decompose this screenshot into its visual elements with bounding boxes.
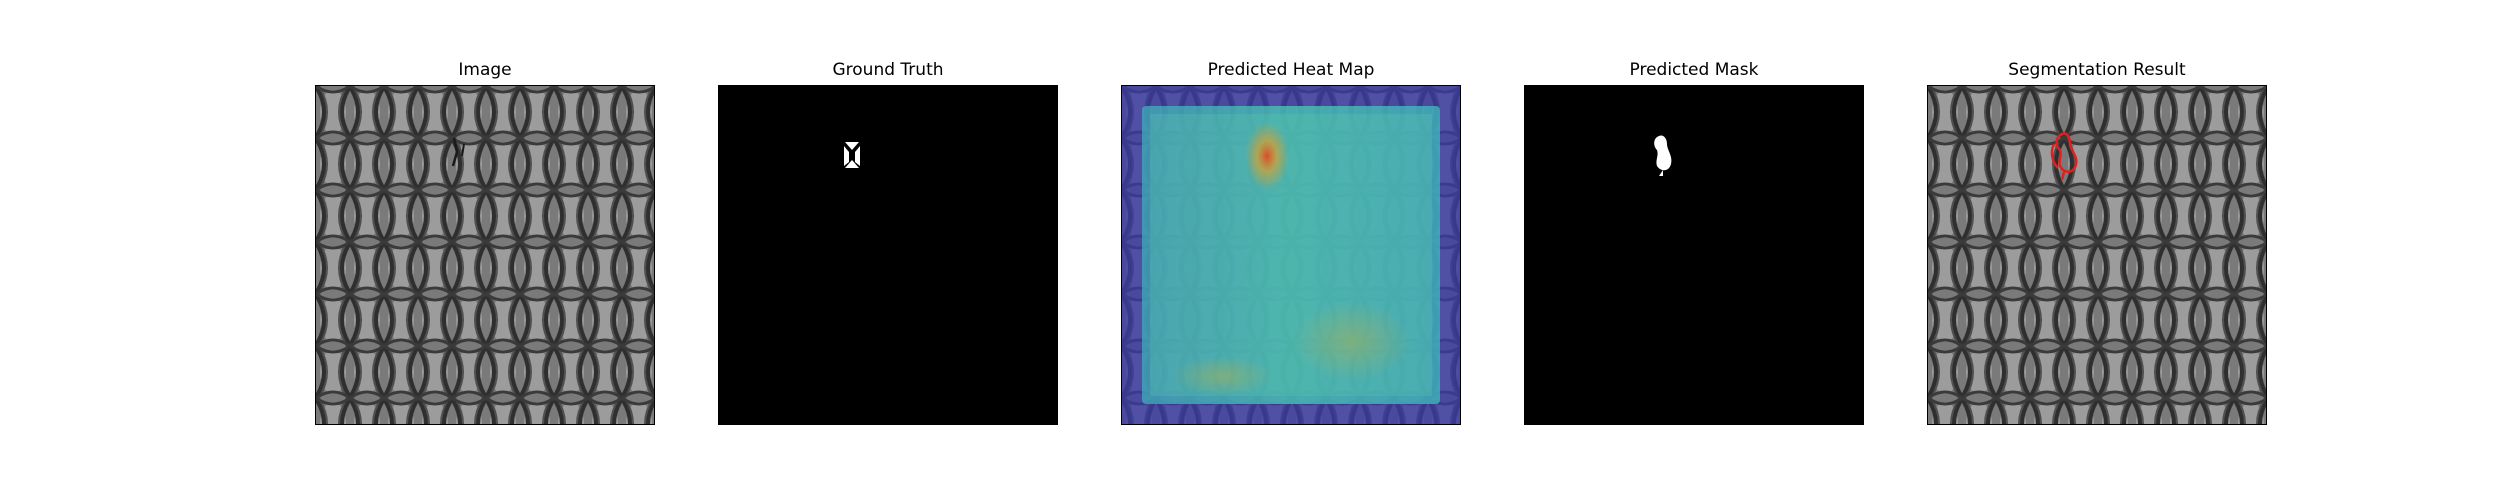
defect-mark: [451, 137, 459, 167]
segmentation-contour: [2050, 132, 2078, 181]
panel-title: Ground Truth: [832, 60, 944, 80]
texture-image: [315, 85, 655, 425]
panel-image: Image: [315, 58, 655, 425]
panel-title: Image: [458, 60, 512, 80]
ground-truth-mask: [718, 85, 1058, 425]
heat-hotspot: [1245, 122, 1289, 190]
panel-title: Predicted Heat Map: [1207, 60, 1375, 80]
ground-truth-region: [844, 142, 860, 168]
heatmap-overlay: [1121, 85, 1461, 425]
panel-segmentation-result: Segmentation Result: [1927, 58, 2267, 425]
predicted-region: [1654, 135, 1672, 171]
panel-predicted-heat-map: Predicted Heat Map: [1121, 58, 1461, 425]
panel-title: Segmentation Result: [2008, 60, 2186, 80]
predicted-mask: [1524, 85, 1864, 425]
panel-title: Predicted Mask: [1629, 60, 1759, 80]
panel-ground-truth: Ground Truth: [718, 58, 1058, 425]
segmentation-result: [1927, 85, 2267, 425]
panel-predicted-mask: Predicted Mask: [1524, 58, 1864, 425]
